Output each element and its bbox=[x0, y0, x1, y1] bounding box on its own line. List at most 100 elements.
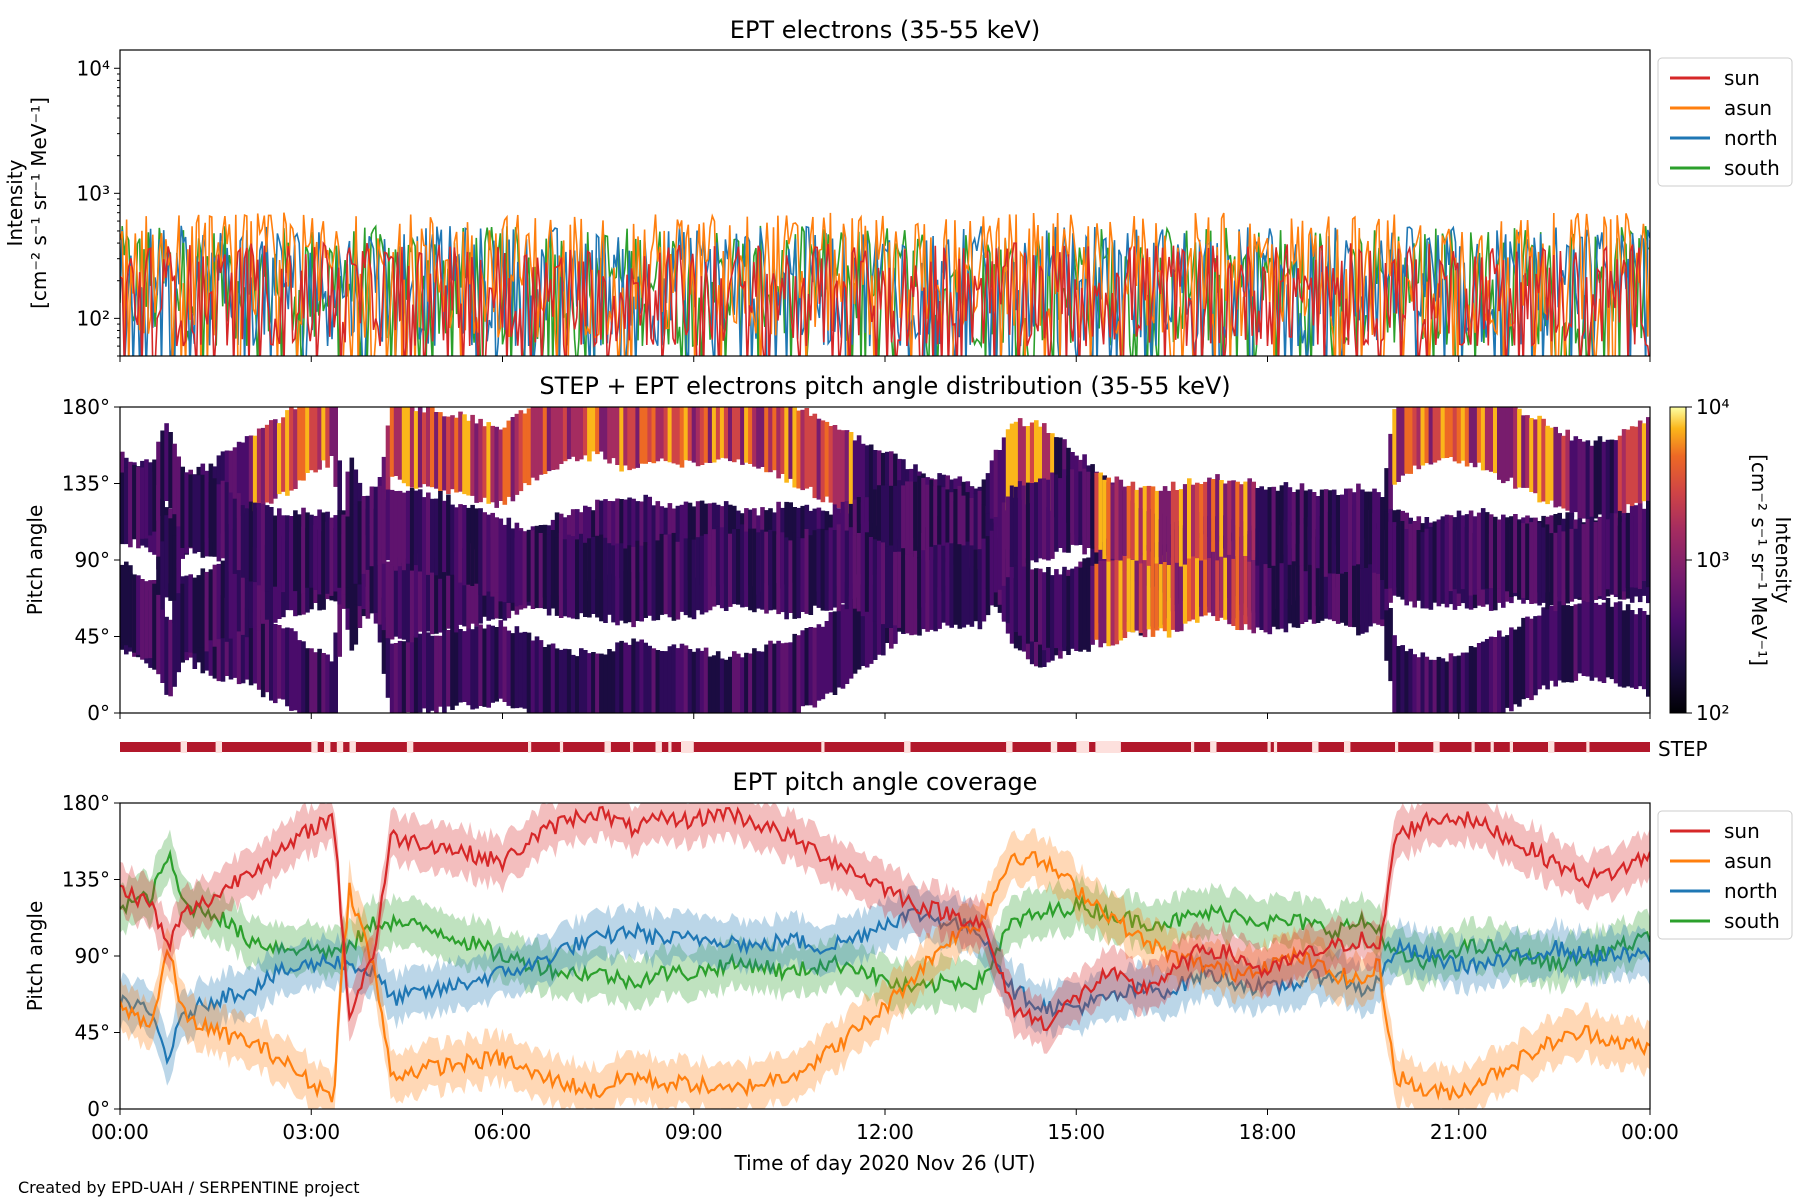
heatmap-cell bbox=[1005, 429, 1011, 511]
heatmap-cell bbox=[1456, 407, 1462, 464]
heatmap-cell bbox=[1182, 484, 1188, 565]
panel1-ytick-label: 10² bbox=[77, 306, 110, 330]
heatmap-cell bbox=[607, 649, 612, 713]
heatmap-cell bbox=[997, 514, 1003, 590]
heatmap-cell bbox=[1456, 510, 1462, 594]
heatmap-cell bbox=[240, 442, 246, 516]
panel3-y-axis: 0° 45° 90° 135° 180° bbox=[62, 791, 120, 1121]
heatmap-cell bbox=[1199, 484, 1204, 561]
heatmap-cell bbox=[321, 512, 326, 594]
heatmap-cell bbox=[349, 578, 355, 651]
heatmap-cell bbox=[1517, 408, 1522, 488]
heatmap-cell bbox=[401, 562, 407, 640]
heatmap-cell bbox=[1009, 485, 1015, 567]
heatmap-cell bbox=[450, 554, 455, 628]
heatmap-cell bbox=[683, 538, 689, 616]
heatmap-cell bbox=[711, 407, 717, 463]
heatmap-cell bbox=[1597, 436, 1603, 515]
heatmap-cell bbox=[1335, 495, 1341, 574]
step-gap bbox=[1490, 741, 1494, 753]
heatmap-cell bbox=[224, 563, 230, 642]
coverage-line-sun bbox=[120, 805, 1650, 1032]
heatmap-cell bbox=[679, 643, 685, 713]
heatmap-cell bbox=[941, 487, 946, 568]
heatmap-cell bbox=[1255, 557, 1260, 628]
heatmap-cell bbox=[180, 466, 185, 548]
heatmap-cell bbox=[426, 407, 431, 487]
heatmap-cell bbox=[655, 407, 661, 462]
heatmap-cell bbox=[337, 510, 342, 588]
heatmap-cell bbox=[913, 550, 918, 635]
heatmap-cell bbox=[1046, 433, 1051, 508]
heatmap-cell bbox=[599, 407, 604, 452]
heatmap-cell bbox=[462, 548, 467, 627]
heatmap-cell bbox=[417, 633, 423, 713]
heatmap-cell bbox=[639, 407, 644, 464]
heatmap-cell bbox=[941, 545, 946, 623]
heatmap-cell bbox=[587, 653, 592, 713]
heatmap-cell bbox=[808, 415, 814, 487]
heatmap-cell bbox=[554, 648, 560, 713]
heatmap-cell bbox=[550, 407, 556, 470]
heatmap-cell bbox=[1025, 426, 1031, 505]
heatmap-cell bbox=[510, 417, 516, 502]
heatmap-cell bbox=[840, 531, 846, 604]
heatmap-cell bbox=[1029, 569, 1035, 642]
heatmap-cell bbox=[1605, 598, 1611, 678]
heatmap-cell bbox=[820, 528, 826, 611]
step-bar bbox=[120, 741, 1650, 753]
heatmap-cell bbox=[744, 652, 749, 713]
heatmap-cell bbox=[945, 489, 950, 563]
heatmap-cell bbox=[776, 640, 781, 713]
heatmap-cell bbox=[1013, 486, 1019, 566]
heatmap-cell bbox=[973, 493, 979, 568]
heatmap-cell bbox=[1034, 568, 1039, 642]
heatmap-cell bbox=[1118, 555, 1124, 641]
heatmap-cell bbox=[1340, 494, 1345, 574]
heatmap-cell bbox=[780, 643, 785, 713]
heatmap-cell bbox=[264, 424, 270, 503]
heatmap-cell bbox=[812, 530, 818, 606]
panel-intensity: EPT electrons (35-55 keV) 10² 10³ 10⁴ Inte… bbox=[3, 16, 1793, 362]
step-coverage: STEP bbox=[120, 737, 1708, 761]
heatmap-cell bbox=[1601, 513, 1607, 598]
heatmap-cell bbox=[365, 535, 371, 619]
heatmap-cell bbox=[792, 633, 797, 713]
heatmap-cell bbox=[997, 450, 1003, 522]
heatmap-cell bbox=[252, 435, 258, 512]
heatmap-cell bbox=[409, 407, 415, 488]
heatmap-cell bbox=[1396, 525, 1401, 597]
heatmap-cell bbox=[1641, 611, 1647, 690]
heatmap-cell bbox=[623, 642, 628, 713]
heatmap-cell bbox=[740, 524, 745, 608]
heatmap-cell bbox=[1231, 541, 1236, 626]
heatmap-cell bbox=[381, 597, 387, 674]
heatmap-cell bbox=[482, 512, 487, 596]
heatmap-cell bbox=[317, 648, 322, 713]
heatmap-cell bbox=[1420, 407, 1426, 466]
heatmap-cell bbox=[430, 498, 435, 573]
heatmap-cell bbox=[1263, 489, 1269, 565]
heatmap-cell bbox=[1424, 407, 1430, 464]
heatmap-cell bbox=[337, 576, 342, 657]
heatmap-cell bbox=[1609, 439, 1615, 519]
heatmap-cell bbox=[1641, 508, 1647, 581]
heatmap-cell bbox=[510, 528, 516, 603]
heatmap-cell bbox=[1299, 483, 1305, 566]
heatmap-cell bbox=[1110, 484, 1116, 559]
heatmap-cell bbox=[1344, 488, 1349, 572]
legend-label-sun: sun bbox=[1724, 819, 1760, 843]
heatmap-cell bbox=[490, 425, 495, 503]
heatmap-cell bbox=[1086, 568, 1091, 652]
heatmap-cell bbox=[514, 413, 520, 495]
heatmap-cell bbox=[1042, 572, 1047, 651]
legend-label-sun: sun bbox=[1724, 66, 1760, 90]
heatmap-cell bbox=[289, 516, 294, 591]
panel1-ytick-label: 10³ bbox=[77, 181, 110, 205]
heatmap-cell bbox=[828, 527, 834, 611]
heatmap-cell bbox=[1154, 490, 1160, 564]
heatmap-cell bbox=[764, 644, 769, 713]
heatmap-cell bbox=[426, 492, 431, 575]
heatmap-cell bbox=[325, 511, 330, 594]
heatmap-cell bbox=[885, 484, 890, 562]
